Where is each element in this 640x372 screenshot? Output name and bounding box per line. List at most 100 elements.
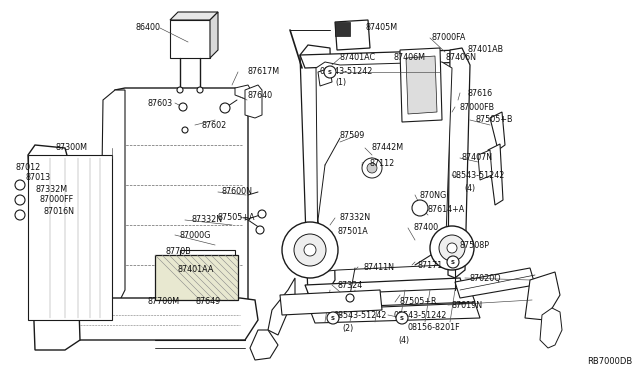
Text: 87411N: 87411N — [363, 263, 394, 272]
Text: 87700M: 87700M — [148, 298, 180, 307]
Circle shape — [179, 103, 187, 111]
Polygon shape — [406, 56, 437, 114]
FancyBboxPatch shape — [339, 36, 363, 40]
Circle shape — [282, 222, 338, 278]
Polygon shape — [448, 48, 470, 278]
Text: (1): (1) — [335, 78, 346, 87]
Text: 87501A: 87501A — [338, 228, 369, 237]
Text: 87401AC: 87401AC — [340, 54, 376, 62]
Circle shape — [177, 87, 183, 93]
Circle shape — [197, 87, 203, 93]
Circle shape — [447, 256, 459, 268]
Text: 87442M: 87442M — [372, 144, 404, 153]
Text: S: S — [331, 315, 335, 321]
Text: (2): (2) — [342, 324, 353, 333]
Polygon shape — [300, 50, 465, 68]
FancyBboxPatch shape — [339, 26, 363, 30]
Polygon shape — [455, 268, 535, 298]
FancyBboxPatch shape — [339, 31, 363, 35]
Text: S: S — [451, 260, 455, 264]
Polygon shape — [28, 145, 80, 350]
Text: 87171: 87171 — [418, 260, 444, 269]
Text: 87407N: 87407N — [462, 154, 493, 163]
Polygon shape — [300, 45, 335, 298]
Text: 87000G: 87000G — [180, 231, 211, 240]
Text: 8770B: 8770B — [165, 247, 191, 257]
Polygon shape — [60, 298, 258, 340]
Polygon shape — [400, 48, 442, 122]
Text: 87000FB: 87000FB — [460, 103, 495, 112]
Text: 87602: 87602 — [202, 121, 227, 129]
Circle shape — [258, 210, 266, 218]
Polygon shape — [235, 85, 252, 100]
Circle shape — [412, 200, 428, 216]
Text: 87509: 87509 — [340, 131, 365, 140]
Text: 87332N: 87332N — [192, 215, 223, 224]
Text: (4): (4) — [464, 183, 475, 192]
Text: 08543-51242: 08543-51242 — [333, 311, 387, 320]
Text: RB7000DB: RB7000DB — [587, 357, 632, 366]
Circle shape — [362, 158, 382, 178]
Text: 87649: 87649 — [196, 298, 221, 307]
Text: 87405M: 87405M — [365, 23, 397, 32]
Text: 87406N: 87406N — [445, 54, 476, 62]
Polygon shape — [490, 112, 505, 150]
Text: 08543-51242: 08543-51242 — [320, 67, 373, 77]
Polygon shape — [280, 290, 382, 315]
Text: 87505+B: 87505+B — [475, 115, 513, 125]
Text: 87324: 87324 — [338, 280, 364, 289]
Polygon shape — [310, 288, 475, 308]
Circle shape — [182, 127, 188, 133]
Text: 08156-8201F: 08156-8201F — [408, 324, 461, 333]
Text: 87000FA: 87000FA — [432, 33, 467, 42]
Circle shape — [15, 195, 25, 205]
Text: 87508P: 87508P — [460, 241, 490, 250]
Circle shape — [346, 294, 354, 302]
Text: S: S — [400, 315, 404, 321]
Text: 87012: 87012 — [15, 163, 40, 171]
Polygon shape — [478, 150, 492, 180]
Polygon shape — [245, 85, 262, 118]
Text: 87401AA: 87401AA — [178, 266, 214, 275]
Circle shape — [304, 244, 316, 256]
Text: 87000FF: 87000FF — [40, 196, 74, 205]
Circle shape — [15, 210, 25, 220]
Polygon shape — [310, 303, 480, 323]
Circle shape — [439, 235, 465, 261]
Text: 08543-51242: 08543-51242 — [452, 170, 506, 180]
Circle shape — [256, 226, 264, 234]
Text: 86400: 86400 — [135, 23, 160, 32]
Text: 08543-51242: 08543-51242 — [393, 311, 446, 320]
Text: 87505+A: 87505+A — [218, 212, 255, 221]
Circle shape — [447, 243, 457, 253]
Polygon shape — [250, 330, 278, 360]
Polygon shape — [318, 68, 332, 86]
Text: 87640: 87640 — [248, 92, 273, 100]
Polygon shape — [170, 12, 218, 20]
Text: 87616: 87616 — [468, 89, 493, 97]
Polygon shape — [180, 250, 235, 285]
Circle shape — [430, 226, 474, 270]
Circle shape — [327, 312, 339, 324]
Text: 87600N: 87600N — [222, 187, 253, 196]
Text: 870NG: 870NG — [420, 190, 447, 199]
Circle shape — [367, 163, 377, 173]
Polygon shape — [540, 308, 562, 348]
Polygon shape — [210, 12, 218, 58]
Polygon shape — [316, 62, 452, 272]
Circle shape — [396, 312, 408, 324]
Text: 87332N: 87332N — [340, 214, 371, 222]
Text: 87406M: 87406M — [393, 54, 425, 62]
Circle shape — [15, 180, 25, 190]
Text: 87401AB: 87401AB — [468, 45, 504, 55]
Text: 87617M: 87617M — [248, 67, 280, 77]
Text: 87020Q: 87020Q — [470, 273, 502, 282]
Circle shape — [324, 66, 336, 78]
Polygon shape — [155, 255, 238, 300]
Polygon shape — [488, 144, 503, 205]
Polygon shape — [335, 22, 350, 36]
Text: 87019N: 87019N — [452, 301, 483, 310]
FancyBboxPatch shape — [339, 41, 363, 45]
Polygon shape — [28, 155, 112, 320]
Polygon shape — [170, 20, 210, 58]
